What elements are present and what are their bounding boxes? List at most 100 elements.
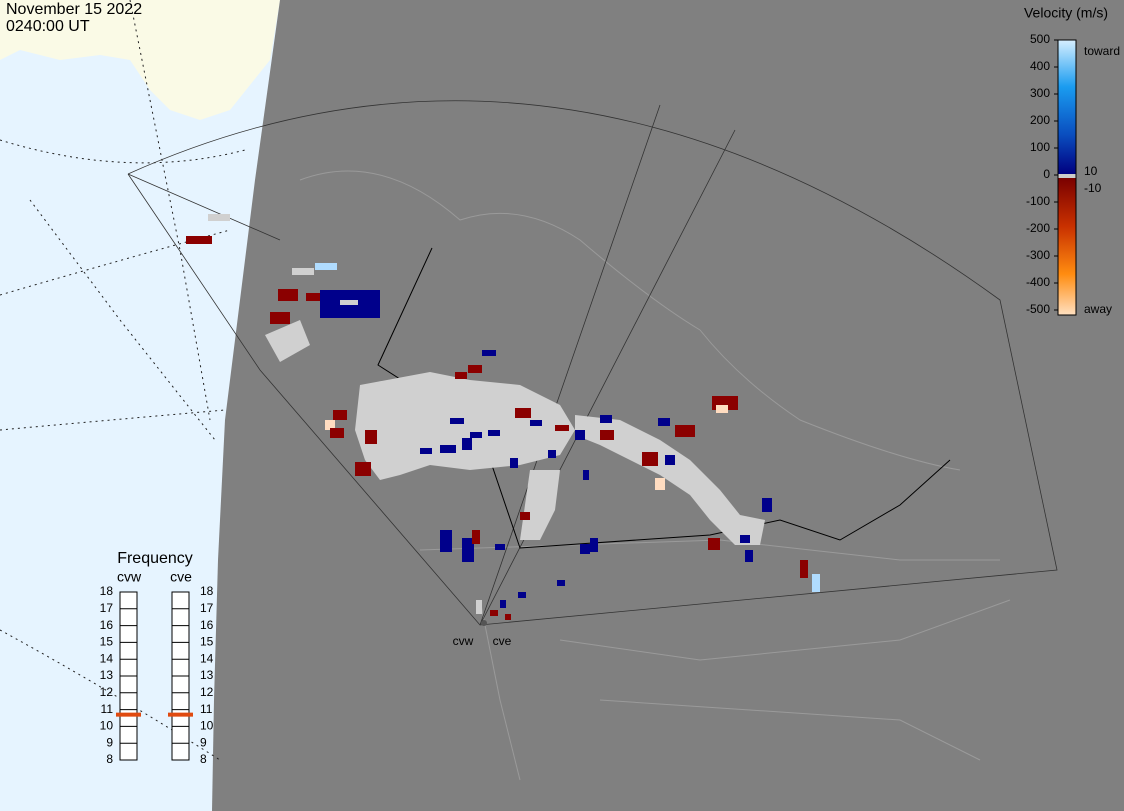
colorbar-tick-label: 300 xyxy=(1030,86,1050,100)
land-mask xyxy=(212,0,1124,811)
frequency-tick-label: 13 xyxy=(100,668,114,682)
echo-cell xyxy=(500,600,506,608)
frequency-tick-label: 8 xyxy=(200,752,207,766)
frequency-tick-label: 16 xyxy=(100,618,114,632)
radar-name: cvw xyxy=(117,569,142,585)
colorbar-tick-label: 400 xyxy=(1030,59,1050,73)
frequency-title: Frequency xyxy=(117,550,193,567)
frequency-tick-label: 9 xyxy=(106,735,113,749)
radar-name: cve xyxy=(170,569,192,585)
echo-cell xyxy=(440,445,456,453)
echo-cell xyxy=(208,214,230,221)
velocity-title: Velocity (m/s) xyxy=(1024,5,1108,21)
echo-cell xyxy=(440,530,452,552)
time: 0240:00 UT xyxy=(6,18,90,35)
echo-cell xyxy=(490,610,498,616)
echo-cell xyxy=(642,452,658,466)
colorbar-tick-label: 0 xyxy=(1043,167,1050,181)
echo-cell xyxy=(665,455,675,465)
frequency-tick-label: 15 xyxy=(200,635,214,649)
echoes xyxy=(186,214,820,620)
colorbar-tick-label: 100 xyxy=(1030,140,1050,154)
frequency-tick-label: 18 xyxy=(100,584,114,598)
colorbar-label: toward xyxy=(1084,44,1120,58)
echo-cell xyxy=(812,574,820,592)
colorbar-zero xyxy=(1058,174,1076,178)
colorbar-tick-label: -300 xyxy=(1026,248,1050,262)
echo-cell xyxy=(580,544,590,554)
frequency-tick-label: 12 xyxy=(200,685,214,699)
echo-cell xyxy=(583,470,589,480)
colorbar-tick-label: -100 xyxy=(1026,194,1050,208)
frequency-tick-label: 11 xyxy=(200,702,213,716)
land xyxy=(0,0,280,120)
echo-cell xyxy=(745,550,753,562)
echo-cell xyxy=(306,293,324,301)
echo-cell xyxy=(520,512,530,520)
echo-cell xyxy=(762,498,772,512)
echo-cell xyxy=(462,438,472,450)
frequency-tick-label: 17 xyxy=(100,601,114,615)
colorbar-tick-label: -400 xyxy=(1026,275,1050,289)
frequency-tick-label: 16 xyxy=(200,618,214,632)
frequency-tick-label: 11 xyxy=(101,702,114,716)
frequency-tick-label: 13 xyxy=(200,668,214,682)
echo-cell xyxy=(270,312,290,324)
echo-cell xyxy=(548,450,556,458)
echo-region xyxy=(355,372,575,480)
colorbar-tick-label: -500 xyxy=(1026,302,1050,316)
frequency-tick-label: 14 xyxy=(200,651,214,665)
colorbar-toward xyxy=(1058,40,1076,174)
echo-cell xyxy=(482,350,496,356)
colorbar-label: -10 xyxy=(1084,181,1102,195)
frequency-tick-label: 10 xyxy=(100,719,114,733)
echo-cell xyxy=(186,236,212,244)
frequency-tick-label: 14 xyxy=(100,651,114,665)
frequency-tick-label: 18 xyxy=(200,584,214,598)
echo-cell xyxy=(716,405,728,413)
echo-cell xyxy=(340,300,358,305)
echo-cell xyxy=(708,538,720,550)
echo-cell xyxy=(495,544,505,550)
echo-cell xyxy=(800,560,808,578)
echo-cell xyxy=(455,372,467,379)
radar-site xyxy=(481,620,487,626)
echo-cell xyxy=(740,535,750,543)
frequency-marker xyxy=(116,712,141,717)
frequency-panel: cvw 8 9 10 11 12 13 14 15 16 17 18 cve 8 9 10 11 12 13 14 15… xyxy=(100,569,214,766)
echo-cell xyxy=(515,408,531,418)
echo-cell xyxy=(325,420,335,430)
echo-cell xyxy=(292,268,314,275)
echo-cell xyxy=(462,538,474,562)
echo-cell xyxy=(278,289,298,301)
frequency-marker xyxy=(168,712,193,717)
echo-cell xyxy=(365,430,377,444)
colorbar-frame xyxy=(1057,39,1077,316)
echo-cell xyxy=(555,425,569,431)
colorbar-tick-label: 500 xyxy=(1030,32,1050,46)
echo-cell xyxy=(530,420,542,426)
colorbar-label: 10 xyxy=(1084,164,1098,178)
frequency-tick-label: 17 xyxy=(200,601,214,615)
colorbar-tick-label: -200 xyxy=(1026,221,1050,235)
fov-outline xyxy=(127,100,1058,626)
echo-cell xyxy=(505,614,511,620)
colorbar-away xyxy=(1058,178,1076,315)
colorbar-label: away xyxy=(1084,302,1112,316)
frequency-tick-label: 12 xyxy=(100,685,114,699)
echo-cell xyxy=(420,448,432,454)
echo-cell xyxy=(315,263,337,270)
echo-cell xyxy=(470,432,482,438)
echo-cell xyxy=(675,425,695,437)
echo-cell xyxy=(333,410,347,420)
echo-cell xyxy=(548,475,554,485)
echo-cell xyxy=(450,418,464,424)
echo-cell xyxy=(540,495,546,505)
frequency-tick-label: 9 xyxy=(200,735,207,749)
echo-region xyxy=(575,415,765,545)
frequency-tick-label: 15 xyxy=(100,635,114,649)
date: November 15 2022 xyxy=(6,1,142,18)
echo-cell xyxy=(472,530,480,544)
echo-region xyxy=(265,320,310,362)
